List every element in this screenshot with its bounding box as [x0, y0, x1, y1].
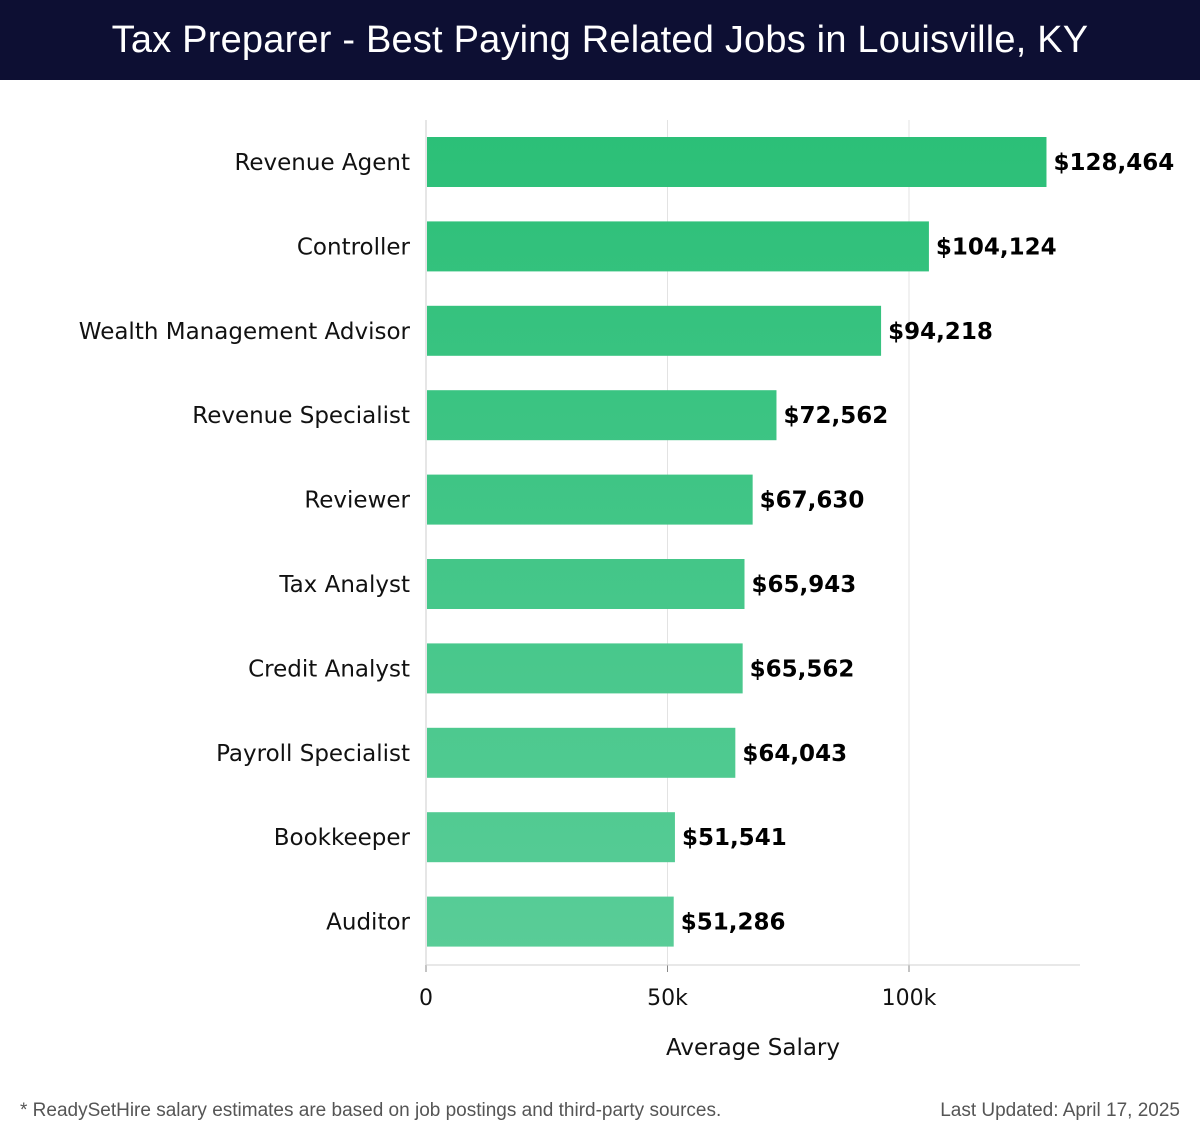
value-label: $64,043: [742, 741, 847, 767]
salary-bar-chart: 0 50k 100k Revenue Agent $128,464 Controller $…: [79, 120, 1174, 1061]
bar: [427, 305, 882, 356]
value-label: $94,218: [888, 319, 993, 345]
chart-title: Tax Preparer - Best Paying Related Jobs …: [111, 18, 1089, 61]
category-label: Payroll Specialist: [216, 741, 410, 767]
category-label: Credit Analyst: [248, 656, 410, 682]
bar: [427, 137, 1047, 187]
category-label: Auditor: [326, 910, 410, 936]
source-footnote: * ReadySetHire salary estimates are base…: [20, 1100, 722, 1121]
bar: [427, 896, 674, 947]
bar: [427, 812, 675, 863]
category-label: Revenue Specialist: [192, 403, 410, 429]
last-updated: Last Updated: April 17, 2025: [940, 1100, 1180, 1121]
category-label: Revenue Agent: [234, 150, 410, 176]
bar: [427, 643, 743, 694]
category-label: Tax Analyst: [278, 572, 410, 598]
x-tick-label: 0: [419, 986, 433, 1011]
value-label: $65,943: [752, 572, 857, 598]
category-label: Wealth Management Advisor: [79, 319, 411, 345]
category-label: Bookkeeper: [274, 825, 411, 851]
value-label: $51,541: [682, 825, 787, 851]
value-label: $72,562: [783, 403, 888, 429]
category-label: Controller: [297, 234, 411, 260]
header-bar: Tax Preparer - Best Paying Related Jobs …: [0, 0, 1200, 80]
value-label: $65,562: [750, 656, 855, 682]
bar: [427, 221, 929, 272]
bar: [427, 559, 745, 609]
category-label: Reviewer: [304, 488, 410, 514]
value-label: $128,464: [1053, 150, 1174, 176]
value-label: $104,124: [936, 234, 1057, 260]
bar: [427, 390, 777, 441]
bar: [427, 474, 753, 525]
bar: [427, 727, 736, 778]
value-label: $67,630: [760, 488, 865, 514]
x-tick-label: 100k: [882, 986, 937, 1011]
value-label: $51,286: [681, 910, 786, 936]
x-tick-label: 50k: [647, 986, 688, 1011]
x-axis-title: Average Salary: [666, 1035, 840, 1061]
